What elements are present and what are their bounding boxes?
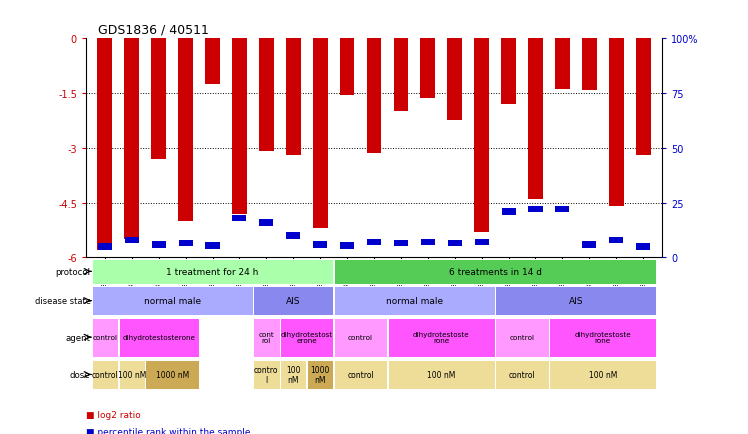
FancyBboxPatch shape [334,259,656,284]
FancyBboxPatch shape [387,318,495,357]
FancyBboxPatch shape [334,287,495,315]
Text: 100 nM: 100 nM [117,370,146,379]
Bar [340,39,355,95]
Bar [448,240,462,247]
Text: ■ percentile rank within the sample: ■ percentile rank within the sample [86,427,251,434]
Bar [582,241,596,248]
FancyBboxPatch shape [387,360,495,389]
Text: 100 nM: 100 nM [589,370,617,379]
Bar [313,241,327,248]
Text: cont
rol: cont rol [259,331,275,344]
Bar [151,39,166,159]
Text: protocol: protocol [55,267,91,276]
FancyBboxPatch shape [119,318,199,357]
Bar [286,39,301,156]
FancyBboxPatch shape [495,360,549,389]
Bar [367,239,381,246]
FancyBboxPatch shape [495,287,656,315]
FancyBboxPatch shape [495,318,549,357]
Bar [609,237,623,243]
Bar [179,240,193,247]
Bar [232,39,247,214]
Bar [528,207,542,213]
Text: contro
l: contro l [254,365,278,384]
Bar [609,39,624,207]
FancyBboxPatch shape [280,318,334,357]
FancyBboxPatch shape [92,287,253,315]
Text: dihydrotestoste
rone: dihydrotestoste rone [413,331,470,344]
Text: 1000 nM: 1000 nM [156,370,188,379]
Text: dose: dose [70,370,91,379]
Text: dihydrotestoste
rone: dihydrotestoste rone [574,331,631,344]
Bar [636,39,651,156]
Bar [367,39,381,154]
Text: control: control [509,370,536,379]
Text: normal male: normal male [386,296,443,306]
Bar [206,243,220,249]
Text: control: control [91,370,118,379]
Bar [502,209,515,215]
Bar [555,39,570,89]
Bar [528,39,543,200]
Bar [97,39,112,250]
FancyBboxPatch shape [92,318,118,357]
Text: 1 treatment for 24 h: 1 treatment for 24 h [166,267,259,276]
Text: normal male: normal male [144,296,200,306]
Bar [501,39,516,105]
Bar [178,39,193,221]
FancyBboxPatch shape [549,360,656,389]
FancyBboxPatch shape [334,318,387,357]
Text: 1000
nM: 1000 nM [310,365,330,384]
FancyBboxPatch shape [334,360,387,389]
FancyBboxPatch shape [280,360,307,389]
Bar [233,215,246,222]
Bar [447,39,462,121]
FancyBboxPatch shape [253,360,280,389]
Bar [340,243,354,249]
Bar [125,237,139,243]
Bar [286,233,300,239]
FancyBboxPatch shape [92,360,118,389]
FancyBboxPatch shape [253,287,334,315]
Text: control: control [509,334,535,340]
Bar [260,220,273,226]
Bar [420,39,435,99]
Text: 6 treatments in 14 d: 6 treatments in 14 d [449,267,542,276]
Bar [259,39,274,152]
Text: GDS1836 / 40511: GDS1836 / 40511 [97,23,209,36]
Text: AIS: AIS [568,296,583,306]
Text: 100 nM: 100 nM [427,370,456,379]
Text: disease state: disease state [34,296,91,306]
FancyBboxPatch shape [549,318,656,357]
FancyBboxPatch shape [253,318,280,357]
Text: agent: agent [66,333,91,342]
Bar [394,240,408,247]
Bar [421,239,435,246]
Bar [152,241,166,248]
Text: 100
nM: 100 nM [286,365,301,384]
Bar [474,39,489,232]
Text: control: control [348,334,373,340]
Bar [555,207,569,213]
Bar [636,243,650,250]
Bar [205,39,220,85]
Text: control: control [92,334,117,340]
Bar [393,39,408,112]
Text: AIS: AIS [286,296,301,306]
Bar [313,39,328,229]
Text: dihydrotestost
erone: dihydrotestost erone [280,331,333,344]
FancyBboxPatch shape [146,360,199,389]
Bar [98,243,112,250]
Bar [582,39,597,91]
Text: ■ log2 ratio: ■ log2 ratio [86,410,141,419]
Bar [475,239,488,246]
FancyBboxPatch shape [92,259,334,284]
Text: control: control [347,370,374,379]
Text: dihydrotestosterone: dihydrotestosterone [122,334,195,340]
Bar [124,39,139,240]
FancyBboxPatch shape [119,360,145,389]
FancyBboxPatch shape [307,360,334,389]
